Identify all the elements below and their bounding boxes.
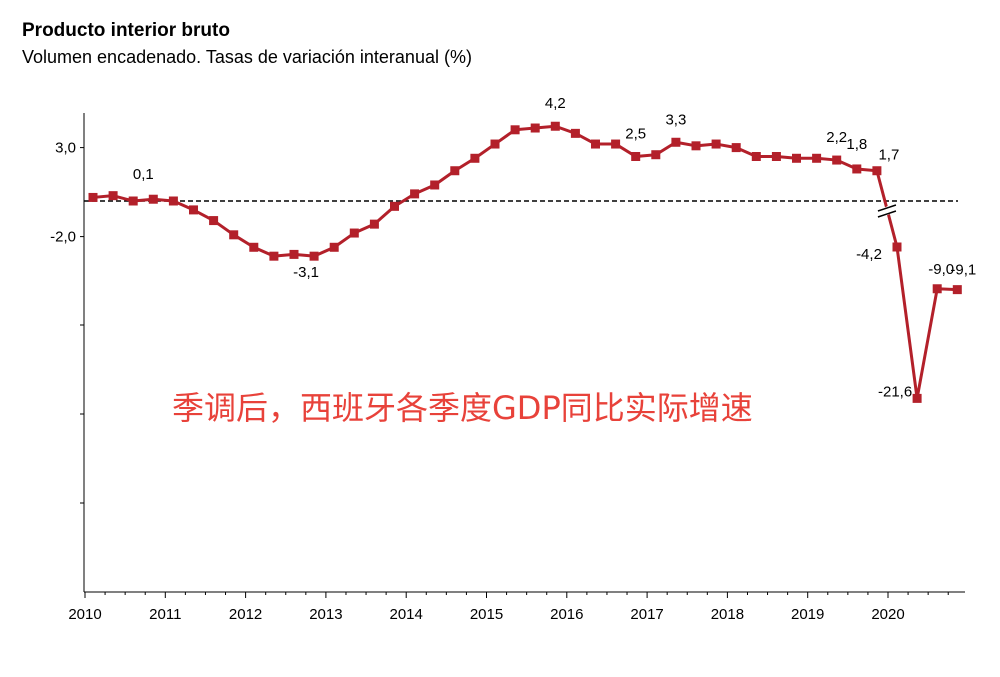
data-label: -21,6 [878, 383, 912, 400]
data-point-2020-Q2 [912, 393, 922, 403]
data-point-2020-Q3 [932, 284, 942, 294]
data-point-2015-Q2 [510, 125, 520, 135]
data-label: 2,2 [826, 129, 847, 146]
break-line [877, 210, 897, 218]
data-point-2013-Q4 [390, 201, 399, 211]
data-point-2016-Q4 [631, 152, 641, 161]
data-point-2018-Q3 [771, 152, 781, 161]
data-point-2015-Q3 [530, 123, 540, 133]
data-point-2015-Q1 [490, 139, 500, 149]
data-point-2012-Q2 [269, 251, 279, 261]
data-point-2019-Q1 [812, 153, 822, 163]
data-point-2010-Q4 [148, 194, 158, 204]
data-point-2012-Q3 [289, 249, 299, 259]
data-point-2018-Q4 [792, 153, 801, 163]
x-tick-label: 2016 [550, 606, 583, 623]
data-point-2014-Q2 [430, 180, 440, 190]
x-tick-label: 2011 [149, 606, 181, 623]
data-point-2011-Q1 [168, 196, 178, 206]
data-point-2019-Q4 [872, 166, 882, 176]
data-point-2016-Q1 [570, 128, 580, 138]
data-label: 2,5 [625, 126, 646, 143]
data-point-2016-Q3 [611, 139, 621, 149]
data-label: -9,1 [950, 262, 976, 279]
x-tick-label: 2014 [390, 606, 423, 623]
x-tick-label: 2015 [470, 606, 503, 623]
x-tick-label: 2012 [229, 606, 262, 623]
chart-subtitle: Volumen encadenado. Tasas de variación i… [22, 47, 472, 67]
y-tick-label: 3,0 [55, 140, 76, 157]
data-point-2013-Q1 [329, 242, 339, 252]
data-point-2014-Q4 [470, 153, 480, 163]
chart-title: Producto interior bruto [22, 20, 230, 41]
data-point-2014-Q1 [410, 189, 420, 199]
data-point-2012-Q4 [309, 251, 319, 261]
data-point-2020-Q1 [892, 242, 902, 252]
data-point-2012-Q1 [249, 242, 259, 252]
data-point-2015-Q4 [550, 121, 560, 131]
chart-annotation: 季调后，西班牙各季度GDP同比实际增速 [172, 389, 753, 427]
data-label: -4,2 [856, 246, 882, 263]
data-label: 3,3 [665, 111, 686, 128]
data-point-2011-Q3 [209, 216, 219, 226]
data-point-2010-Q3 [128, 196, 138, 206]
series-line [92, 124, 958, 400]
x-tick-label: 2010 [68, 606, 101, 623]
data-point-2016-Q2 [591, 139, 600, 149]
data-point-2018-Q1 [731, 143, 741, 153]
data-point-2014-Q3 [450, 166, 460, 176]
data-point-2017-Q4 [711, 139, 721, 149]
axis-break-mark [876, 203, 897, 219]
break-gap [876, 203, 897, 219]
data-point-2010-Q1 [88, 192, 98, 202]
data-point-2011-Q2 [189, 205, 198, 215]
series-gdp [88, 121, 962, 403]
data-point-2017-Q3 [691, 141, 701, 151]
x-tick-label: 2017 [630, 606, 663, 623]
data-point-2019-Q3 [852, 164, 862, 174]
y-tick-label: -2,0 [50, 229, 76, 246]
data-label: 1,7 [878, 147, 899, 164]
data-point-2017-Q2 [671, 137, 681, 147]
x-tick-label: 2020 [871, 606, 904, 623]
data-label: -9,0 [928, 261, 954, 278]
data-point-2013-Q3 [369, 219, 379, 229]
data-point-2013-Q2 [349, 228, 359, 238]
data-label: 4,2 [545, 95, 566, 112]
data-label: 1,8 [846, 136, 867, 153]
data-point-2017-Q1 [651, 150, 661, 160]
data-labels: 0,1 -3,1 4,2 2,5 3,3 2,2 1,8 1,7 -4,2 -21,6 -9,0-9… [133, 95, 976, 400]
break-line [877, 204, 897, 212]
data-point-2011-Q4 [229, 230, 239, 240]
data-point-2010-Q2 [108, 191, 118, 201]
x-tick-label: 2013 [309, 606, 342, 623]
chart-axes: 3,0 -2,0 2010 2011 2012 2013 2014 2015 2016 2017 2… [50, 113, 965, 623]
data-label: 0,1 [133, 166, 154, 183]
data-point-2019-Q2 [832, 155, 842, 165]
x-tick-label: 2019 [791, 606, 824, 623]
data-point-2018-Q2 [751, 152, 761, 161]
data-label: -3,1 [293, 264, 319, 281]
data-point-2020-Q4 [952, 285, 962, 295]
x-tick-label: 2018 [711, 606, 744, 623]
